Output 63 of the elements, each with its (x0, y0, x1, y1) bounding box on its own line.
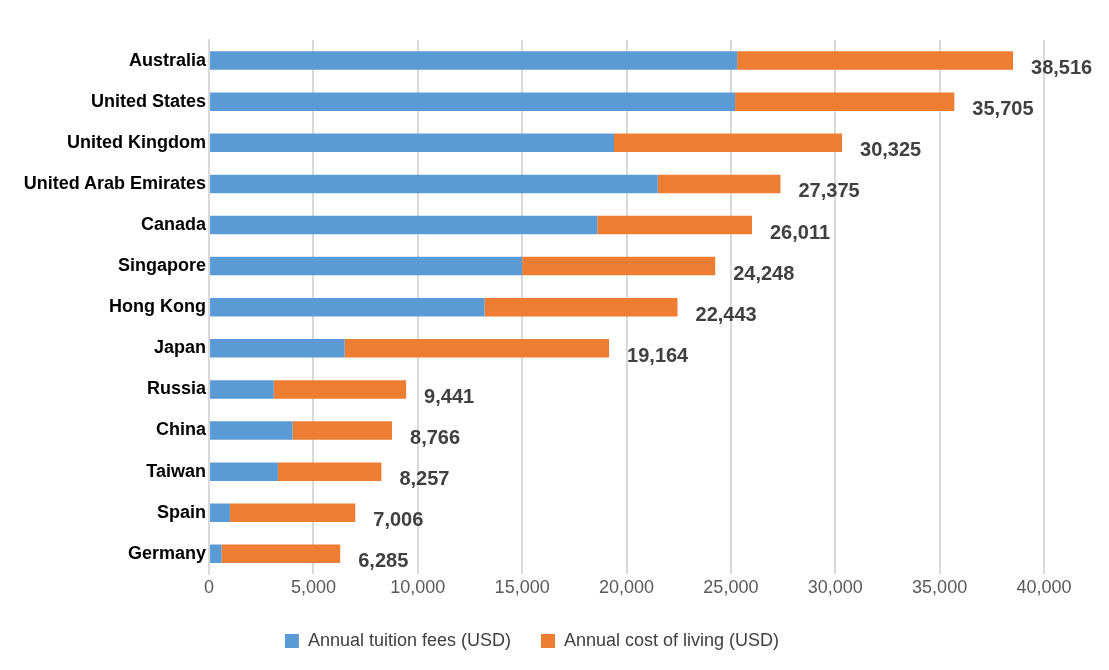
bar (657, 174, 781, 194)
x-tick-label: 40,000 (1016, 577, 1072, 598)
bar (277, 462, 382, 481)
x-tick-label: 20,000 (598, 577, 655, 598)
x-tick-label: 15,000 (494, 577, 550, 598)
bar (210, 297, 485, 317)
x-tick-label: 30,000 (807, 577, 863, 598)
bar (614, 133, 843, 153)
bar (344, 339, 610, 358)
y-tick-label: Japan (154, 337, 207, 358)
bar (210, 421, 293, 440)
x-tick-label: 25,000 (703, 577, 759, 598)
total-label: 9,441 (424, 384, 475, 407)
y-tick-label: China (156, 419, 208, 440)
y-tick-label: Canada (141, 213, 208, 234)
bar (210, 462, 278, 481)
bar (522, 256, 716, 276)
total-label: 6,285 (358, 549, 409, 572)
y-tick-label: Hong Kong (109, 296, 207, 317)
bar (597, 215, 752, 235)
total-label: 22,443 (695, 302, 757, 325)
total-label: 35,705 (972, 97, 1034, 120)
bar (210, 51, 738, 70)
bar (210, 92, 736, 111)
total-label: 30,325 (860, 138, 922, 161)
bar (210, 256, 523, 276)
bar (210, 544, 222, 564)
bar (210, 133, 614, 153)
total-label: 7,006 (373, 508, 424, 531)
bar (737, 51, 1014, 70)
total-label: 8,257 (399, 467, 450, 490)
x-tick-label: 5,000 (290, 577, 336, 598)
y-tick-label: Spain (157, 501, 207, 522)
y-tick-label: Taiwan (146, 460, 207, 481)
total-label: 8,766 (410, 426, 461, 449)
y-tick-label: Australia (129, 49, 208, 70)
bar (484, 297, 678, 317)
y-tick-label: United Kingdom (67, 131, 207, 152)
total-label: 38,516 (1031, 56, 1093, 79)
y-tick-label: Russia (147, 378, 208, 399)
bar (229, 503, 356, 522)
x-tick-label: 0 (204, 577, 215, 598)
total-label: 26,011 (770, 220, 831, 243)
bar (735, 92, 955, 111)
bar (221, 544, 341, 564)
y-tick-label: Singapore (118, 255, 207, 276)
total-label: 27,375 (798, 179, 860, 202)
bar (273, 380, 407, 399)
x-tick-label: 35,000 (912, 577, 968, 598)
y-tick-label: United Arab Emirates (23, 172, 207, 193)
bar (210, 215, 598, 235)
y-tick-label: Germany (128, 542, 207, 563)
bar (210, 339, 345, 358)
bar (210, 503, 230, 522)
bar (292, 421, 393, 440)
y-tick-label: United States (91, 90, 207, 111)
bar (210, 380, 274, 399)
legend-label: Annual cost of living (USD) (564, 629, 780, 650)
total-label: 19,164 (627, 343, 690, 366)
total-label: 24,248 (733, 261, 795, 284)
legend-label: Annual tuition fees (USD) (307, 629, 512, 650)
bar (210, 174, 658, 194)
x-tick-label: 10,000 (390, 577, 446, 598)
